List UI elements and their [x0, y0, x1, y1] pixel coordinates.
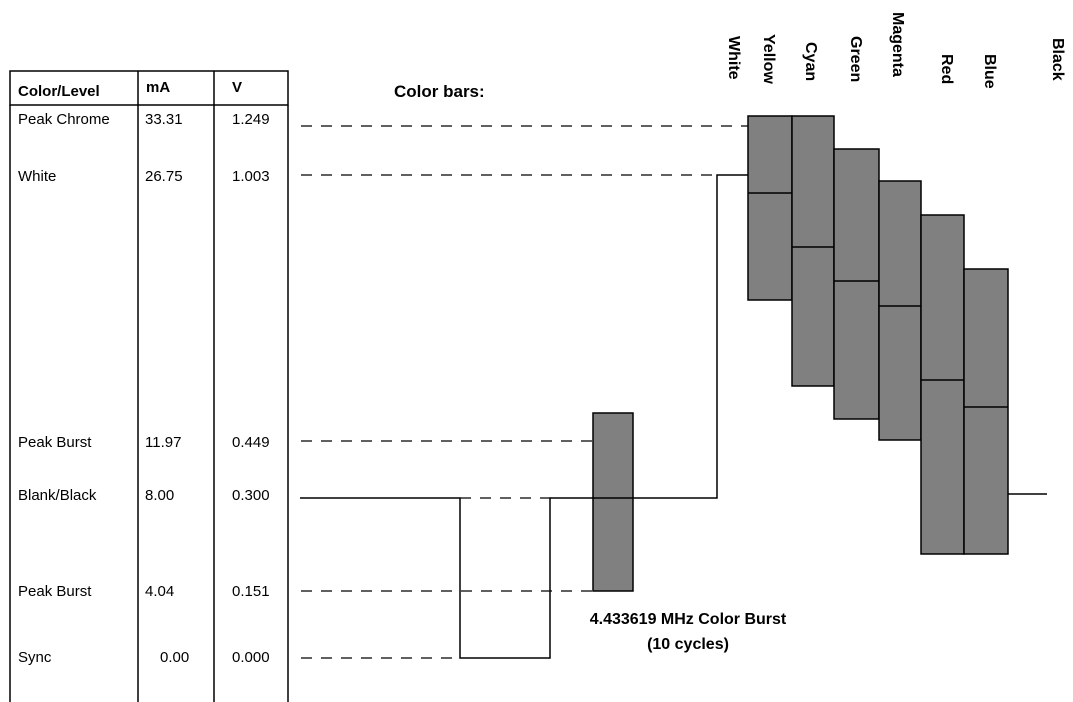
- table-row: Peak Burst 4.04 0.151: [18, 583, 270, 600]
- bar-green: [833, 148, 880, 420]
- row-label: Peak Burst: [18, 434, 92, 451]
- table-row: Peak Burst 11.97 0.449: [18, 434, 270, 451]
- color-burst-caption: 4.433619 MHz Color Burst (10 cycles): [590, 611, 787, 653]
- row-ma: 26.75: [145, 168, 183, 185]
- bar-magenta: [878, 180, 922, 441]
- color-bars: [747, 115, 1009, 555]
- color-burst: [592, 412, 634, 592]
- row-v: 0.300: [232, 487, 270, 504]
- bar-label-blue: Blue: [981, 54, 998, 89]
- bar-label-white: White: [725, 36, 742, 80]
- row-label: Peak Chrome: [18, 111, 110, 128]
- table-row: Peak Chrome 33.31 1.249: [18, 111, 270, 128]
- row-v: 0.000: [232, 649, 270, 666]
- dashed-reference-lines: [301, 125, 748, 659]
- table-rows: Peak Chrome 33.31 1.249 White 26.75 1.00…: [18, 111, 270, 666]
- row-label: Blank/Black: [18, 487, 97, 504]
- header-v: V: [232, 79, 242, 96]
- row-ma: 0.00: [160, 649, 189, 666]
- table-row: Blank/Black 8.00 0.300: [18, 487, 270, 504]
- waveform-line: [300, 174, 748, 659]
- row-ma: 33.31: [145, 111, 183, 128]
- bar-label-cyan: Cyan: [802, 42, 819, 81]
- bar-label-green: Green: [847, 36, 864, 82]
- table-row: Sync 0.00 0.000: [18, 649, 270, 666]
- row-v: 1.003: [232, 168, 270, 185]
- color-bar-labels: White Yellow Cyan Green Magenta Red Blue…: [725, 12, 1066, 89]
- table-header-box: [9, 70, 289, 106]
- row-label: Peak Burst: [18, 583, 92, 600]
- row-label: White: [18, 168, 56, 185]
- bar-cyan: [791, 115, 835, 387]
- level-table-grid: [9, 70, 289, 702]
- header-ma: mA: [146, 79, 170, 96]
- bar-yellow: [747, 115, 793, 301]
- color-bars-title: Color bars:: [394, 82, 485, 101]
- color-burst-rect: [592, 412, 634, 592]
- bar-blue-rect: [963, 268, 1009, 555]
- bar-red-rect: [920, 214, 965, 555]
- bar-label-red: Red: [938, 54, 955, 84]
- bar-blue: [963, 268, 1009, 555]
- row-label: Sync: [18, 649, 52, 666]
- bar-label-magenta: Magenta: [889, 12, 906, 77]
- row-ma: 11.97: [145, 434, 181, 451]
- bar-yellow-rect: [747, 115, 793, 301]
- color-burst-caption-line1: 4.433619 MHz Color Burst: [590, 611, 787, 628]
- color-burst-caption-line2: (10 cycles): [647, 636, 729, 653]
- row-v: 1.249: [232, 111, 270, 128]
- bar-label-black: Black: [1049, 38, 1066, 81]
- table-row: White 26.75 1.003: [18, 168, 270, 185]
- bar-cyan-rect: [791, 115, 835, 387]
- row-ma: 8.00: [145, 487, 174, 504]
- waveform: [300, 174, 1047, 659]
- table-header: Color/Level mA V: [18, 79, 242, 100]
- header-color-level: Color/Level: [18, 83, 100, 100]
- row-v: 0.449: [232, 434, 270, 451]
- bar-red: [920, 214, 965, 555]
- bar-magenta-rect: [878, 180, 922, 441]
- bar-green-rect: [833, 148, 880, 420]
- bar-label-yellow: Yellow: [760, 34, 777, 84]
- row-v: 0.151: [232, 583, 270, 600]
- row-ma: 4.04: [145, 583, 174, 600]
